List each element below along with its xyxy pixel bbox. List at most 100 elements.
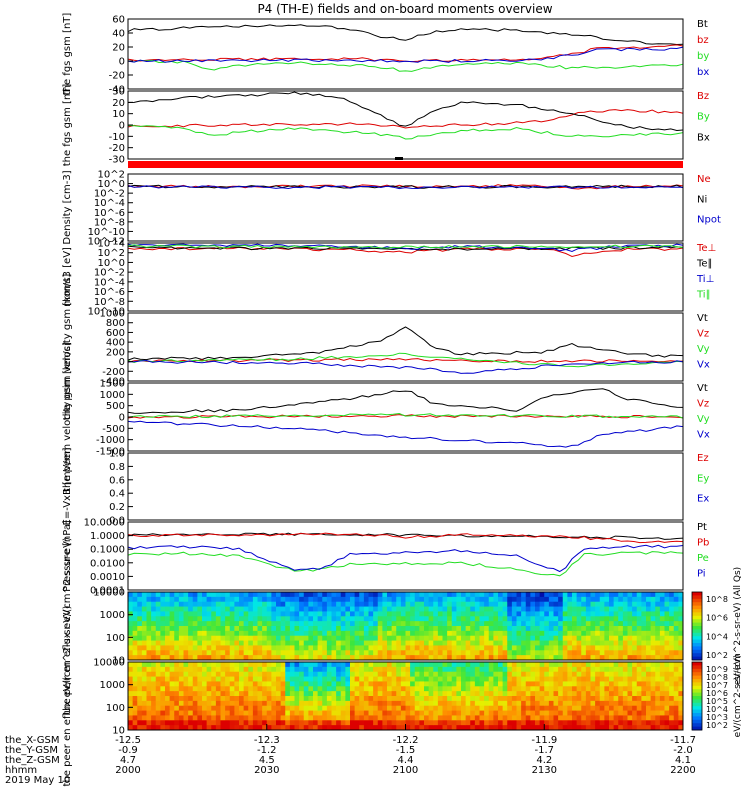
heatmap-cell bbox=[188, 662, 194, 668]
heatmap-cell bbox=[192, 645, 198, 651]
heatmap-cell bbox=[405, 645, 411, 651]
heatmap-cell bbox=[336, 705, 342, 711]
heatmap-cell bbox=[581, 626, 587, 632]
heatmap-cell bbox=[248, 616, 254, 622]
heatmap-cell bbox=[516, 611, 522, 617]
heatmap-cell bbox=[405, 630, 411, 637]
heatmap-cell bbox=[243, 725, 249, 731]
heatmap-cell bbox=[276, 596, 282, 603]
heatmap-cell bbox=[276, 592, 282, 598]
heatmap-cell bbox=[322, 611, 328, 617]
heatmap-cell bbox=[271, 621, 277, 627]
heatmap-cell bbox=[169, 596, 175, 603]
heatmap-cell bbox=[673, 630, 679, 637]
heatmap-cell bbox=[345, 650, 351, 656]
heatmap-cell bbox=[206, 700, 212, 707]
heatmap-cell bbox=[257, 611, 263, 617]
heatmap-cell bbox=[433, 650, 439, 656]
heatmap-cell bbox=[433, 691, 439, 697]
heatmap-cell bbox=[340, 686, 346, 692]
heatmap-cell bbox=[299, 686, 305, 692]
heatmap-cell bbox=[165, 710, 171, 716]
y-tick-label: 10^-12 bbox=[88, 237, 125, 248]
heatmap-cell bbox=[239, 630, 245, 637]
heatmap-cell bbox=[285, 596, 291, 603]
heatmap-cell bbox=[507, 705, 513, 711]
heatmap-cell bbox=[507, 676, 513, 682]
heatmap-cell bbox=[530, 725, 536, 731]
heatmap-cell bbox=[470, 725, 476, 731]
heatmap-cell bbox=[229, 681, 235, 687]
heatmap-cell bbox=[137, 630, 143, 637]
heatmap-cell bbox=[211, 592, 217, 598]
heatmap-cell bbox=[664, 715, 670, 721]
heatmap-cell bbox=[599, 645, 605, 651]
heatmap-cell bbox=[539, 640, 545, 646]
heatmap-cell bbox=[414, 691, 420, 697]
heatmap-cell bbox=[276, 645, 282, 651]
y-axis-label: momt3 [eV] bbox=[62, 247, 73, 307]
heatmap-cell bbox=[488, 725, 494, 731]
heatmap-cell bbox=[266, 621, 272, 627]
heatmap-cell bbox=[285, 606, 291, 612]
y-tick-label: 10^-10 bbox=[88, 227, 125, 238]
heatmap-cell bbox=[525, 650, 531, 656]
heatmap-cell bbox=[331, 655, 337, 661]
heatmap-cell bbox=[632, 681, 638, 687]
heatmap-cell bbox=[248, 681, 254, 687]
colorbar-swatch bbox=[692, 605, 702, 610]
heatmap-cell bbox=[146, 630, 152, 637]
heatmap-cell bbox=[646, 700, 652, 707]
heatmap-cell bbox=[521, 676, 527, 682]
heatmap-cell bbox=[627, 640, 633, 646]
heatmap-cell bbox=[650, 592, 656, 598]
heatmap-cell bbox=[137, 640, 143, 646]
heatmap-cell bbox=[498, 662, 504, 668]
series-line-bx bbox=[127, 91, 684, 132]
heatmap-cell bbox=[368, 596, 374, 603]
heatmap-cell bbox=[498, 606, 504, 612]
heatmap-cell bbox=[299, 596, 305, 603]
heatmap-cell bbox=[248, 686, 254, 692]
heatmap-cell bbox=[373, 676, 379, 682]
heatmap-cell bbox=[414, 655, 420, 661]
heatmap-cell bbox=[257, 715, 263, 721]
heatmap-cell bbox=[387, 611, 393, 617]
heatmap-cell bbox=[391, 635, 397, 641]
heatmap-cell bbox=[511, 650, 517, 656]
heatmap-cell bbox=[317, 681, 323, 687]
heatmap-cell bbox=[664, 650, 670, 656]
heatmap-cell bbox=[673, 715, 679, 721]
heatmap-cell bbox=[516, 616, 522, 622]
heatmap-cell bbox=[572, 705, 578, 711]
heatmap-cell bbox=[530, 705, 536, 711]
heatmap-cell bbox=[576, 705, 582, 711]
heatmap-cell bbox=[562, 666, 568, 673]
heatmap-cell bbox=[350, 650, 356, 656]
heatmap-cell bbox=[511, 700, 517, 707]
heatmap-cell bbox=[359, 655, 365, 661]
heatmap-cell bbox=[391, 715, 397, 721]
heatmap-cell bbox=[234, 616, 240, 622]
heatmap-cell bbox=[396, 650, 402, 656]
heatmap-cell bbox=[604, 710, 610, 716]
heatmap-cell bbox=[326, 606, 332, 612]
heatmap-cell bbox=[646, 650, 652, 656]
heatmap-cell bbox=[451, 666, 457, 673]
heatmap-cell bbox=[618, 655, 624, 661]
heatmap-cell bbox=[493, 616, 499, 622]
heatmap-cell bbox=[234, 626, 240, 632]
heatmap-cell bbox=[530, 696, 536, 702]
heatmap-cell bbox=[673, 635, 679, 641]
heatmap-cell bbox=[206, 696, 212, 702]
heatmap-cell bbox=[276, 725, 282, 731]
heatmap-cell bbox=[276, 606, 282, 612]
heatmap-cell bbox=[572, 710, 578, 716]
heatmap-cell bbox=[382, 691, 388, 697]
legend-entry: Bt bbox=[697, 19, 708, 30]
heatmap-cell bbox=[276, 691, 282, 697]
heatmap-cell bbox=[252, 640, 258, 646]
heatmap-cell bbox=[451, 715, 457, 721]
heatmap-cell bbox=[197, 696, 203, 702]
heatmap-cell bbox=[535, 640, 541, 646]
